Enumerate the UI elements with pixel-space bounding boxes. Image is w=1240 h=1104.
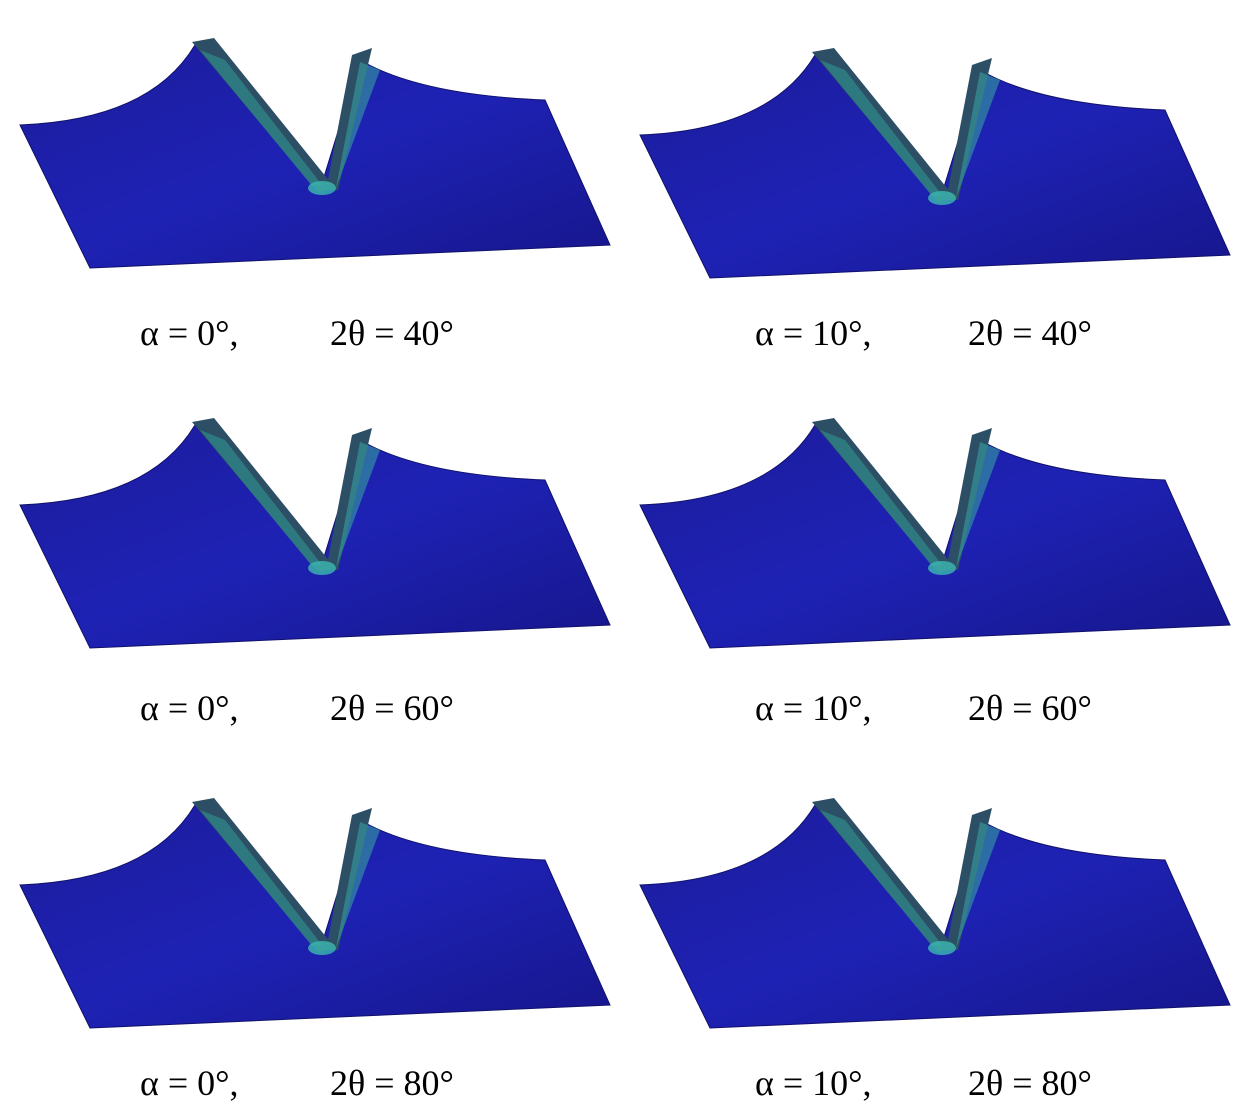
caption-alpha: α = 0°, <box>140 688 239 728</box>
caption-alpha: α = 0°, <box>140 1063 239 1103</box>
figure: α = 0°, 2θ = 40° α = 10°, 2θ = 40° α = 0… <box>0 0 1240 1104</box>
caption-angle: 2θ = 60° <box>330 688 454 728</box>
page: α = 0°, 2θ = 40° α = 10°, 2θ = 40° α = 0… <box>0 0 1240 1104</box>
caption-angle: 2θ = 60° <box>968 688 1092 728</box>
caption-alpha: α = 0°, <box>140 313 239 353</box>
caption-angle: 2θ = 80° <box>968 1063 1092 1103</box>
simulation-image <box>640 418 1230 648</box>
caption-alpha: α = 10°, <box>755 313 872 353</box>
simulation-image <box>640 798 1230 1028</box>
simulation-image <box>20 38 610 268</box>
caption-alpha: α = 10°, <box>755 688 872 728</box>
caption-angle: 2θ = 40° <box>968 313 1092 353</box>
simulation-image <box>640 48 1230 278</box>
caption-alpha: α = 10°, <box>755 1063 872 1103</box>
simulation-image <box>20 418 610 648</box>
caption-angle: 2θ = 40° <box>330 313 454 353</box>
simulation-image <box>20 798 610 1028</box>
simulation-images <box>20 38 1230 1028</box>
caption-angle: 2θ = 80° <box>330 1063 454 1103</box>
